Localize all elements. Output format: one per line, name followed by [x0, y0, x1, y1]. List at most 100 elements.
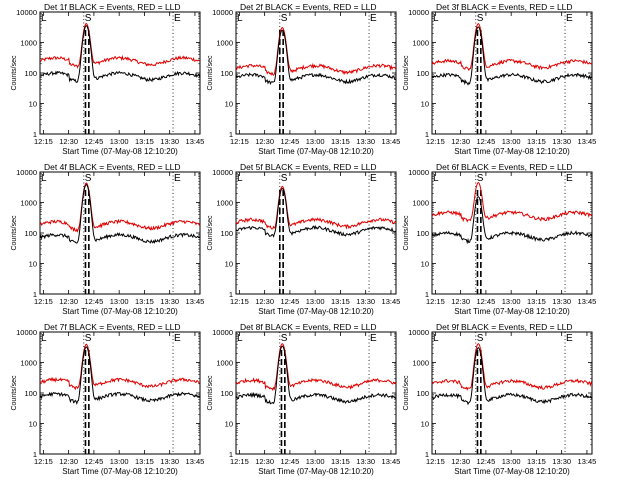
- x-tick-label: 12:15: [34, 457, 53, 466]
- marker-label-e: E: [174, 13, 181, 24]
- marker-label-l: L: [433, 173, 439, 184]
- x-tick-label: 12:15: [34, 297, 53, 306]
- x-tick-label: 12:15: [230, 457, 249, 466]
- x-tick-label: 12:30: [451, 137, 470, 146]
- marker-label-e: E: [174, 333, 181, 344]
- x-tick-label: 13:45: [382, 457, 401, 466]
- x-tick-label: 12:30: [451, 297, 470, 306]
- x-tick-label: 13:30: [356, 137, 375, 146]
- x-tick-label: 13:15: [527, 457, 546, 466]
- plot-frame: [235, 11, 397, 135]
- x-axis-title: Start Time (07-May-08 12:10:20): [62, 307, 178, 316]
- y-tick-label: 10000: [212, 328, 233, 337]
- events-series-line: [39, 346, 201, 406]
- x-axis-title: Start Time (07-May-08 12:10:20): [454, 147, 570, 156]
- x-tick-label: 13:30: [552, 297, 571, 306]
- lld-series-line: [235, 343, 397, 392]
- marker-label-s: S: [85, 333, 92, 344]
- x-tick-label: 13:15: [527, 297, 546, 306]
- x-tick-label: 13:45: [186, 457, 205, 466]
- x-tick-label: 13:30: [356, 457, 375, 466]
- x-tick-label: 13:30: [160, 457, 179, 466]
- x-tick-label: 12:45: [477, 137, 496, 146]
- chart-title: Det 8f BLACK = Events, RED = LLD: [240, 322, 377, 332]
- lld-series-line: [235, 185, 397, 230]
- x-tick-label: 13:15: [135, 457, 154, 466]
- y-tick-label: 1000: [412, 359, 429, 368]
- lld-series-line: [431, 181, 593, 223]
- x-tick-label: 12:30: [59, 457, 78, 466]
- x-tick-label: 12:45: [281, 457, 300, 466]
- y-tick-label: 10: [29, 420, 37, 429]
- y-tick-label: 1000: [216, 39, 233, 48]
- marker-label-s: S: [477, 173, 484, 184]
- x-tick-label: 12:30: [59, 137, 78, 146]
- events-series-line: [235, 345, 397, 405]
- x-axis-title: Start Time (07-May-08 12:10:20): [454, 307, 570, 316]
- marker-label-e: E: [566, 173, 573, 184]
- y-tick-label: 10: [225, 260, 233, 269]
- x-tick-label: 13:15: [135, 297, 154, 306]
- y-tick-label: 100: [416, 389, 429, 398]
- chart-title: Det 3f BLACK = Events, RED = LLD: [436, 2, 573, 12]
- lld-series-line: [431, 23, 593, 72]
- events-series-line: [39, 25, 201, 83]
- x-tick-label: 12:15: [426, 457, 445, 466]
- y-tick-label: 1: [425, 450, 429, 459]
- lld-series-line: [431, 343, 593, 391]
- y-tick-label: 100: [24, 389, 37, 398]
- x-tick-label: 13:15: [135, 137, 154, 146]
- x-tick-label: 13:30: [552, 457, 571, 466]
- y-axis-title: Counts/sec: [207, 215, 214, 251]
- plot-frame: [235, 171, 397, 295]
- x-tick-label: 12:15: [34, 137, 53, 146]
- marker-label-l: L: [41, 13, 47, 24]
- x-tick-label: 13:00: [306, 457, 325, 466]
- y-tick-label: 1000: [20, 199, 37, 208]
- marker-label-e: E: [566, 13, 573, 24]
- x-tick-label: 13:45: [186, 297, 205, 306]
- chart-title: Det 1f BLACK = Events, RED = LLD: [44, 2, 181, 12]
- y-tick-label: 1: [229, 450, 233, 459]
- marker-label-s: S: [85, 173, 92, 184]
- marker-label-l: L: [237, 13, 243, 24]
- y-tick-label: 10000: [408, 8, 429, 17]
- x-tick-label: 12:15: [230, 137, 249, 146]
- x-tick-label: 13:45: [186, 137, 205, 146]
- y-tick-label: 100: [416, 229, 429, 238]
- x-tick-label: 13:00: [110, 457, 129, 466]
- x-tick-label: 13:00: [110, 137, 129, 146]
- x-tick-label: 13:00: [306, 297, 325, 306]
- chart-title: Det 9f BLACK = Events, RED = LLD: [436, 322, 573, 332]
- lld-series-line: [39, 343, 201, 391]
- events-series-line: [431, 26, 593, 86]
- marker-label-s: S: [477, 13, 484, 24]
- lld-series-line: [39, 182, 201, 233]
- marker-label-s: S: [477, 333, 484, 344]
- marker-label-e: E: [370, 173, 377, 184]
- plot-frame: [39, 171, 201, 295]
- y-tick-label: 100: [220, 69, 233, 78]
- events-series-line: [431, 196, 593, 245]
- x-tick-label: 13:00: [306, 137, 325, 146]
- y-axis-title: Counts/sec: [11, 55, 18, 91]
- y-tick-label: 100: [24, 229, 37, 238]
- x-tick-label: 12:45: [281, 137, 300, 146]
- marker-label-e: E: [566, 333, 573, 344]
- y-tick-label: 1: [229, 130, 233, 139]
- x-tick-label: 12:30: [451, 457, 470, 466]
- y-tick-label: 10000: [16, 168, 37, 177]
- y-axis-title: Counts/sec: [403, 375, 410, 411]
- x-tick-label: 12:45: [477, 457, 496, 466]
- events-series-line: [235, 187, 397, 238]
- events-series-line: [235, 29, 397, 85]
- x-tick-label: 13:00: [110, 297, 129, 306]
- x-tick-label: 13:15: [527, 137, 546, 146]
- y-tick-label: 10: [421, 260, 429, 269]
- y-axis-title: Counts/sec: [207, 375, 214, 411]
